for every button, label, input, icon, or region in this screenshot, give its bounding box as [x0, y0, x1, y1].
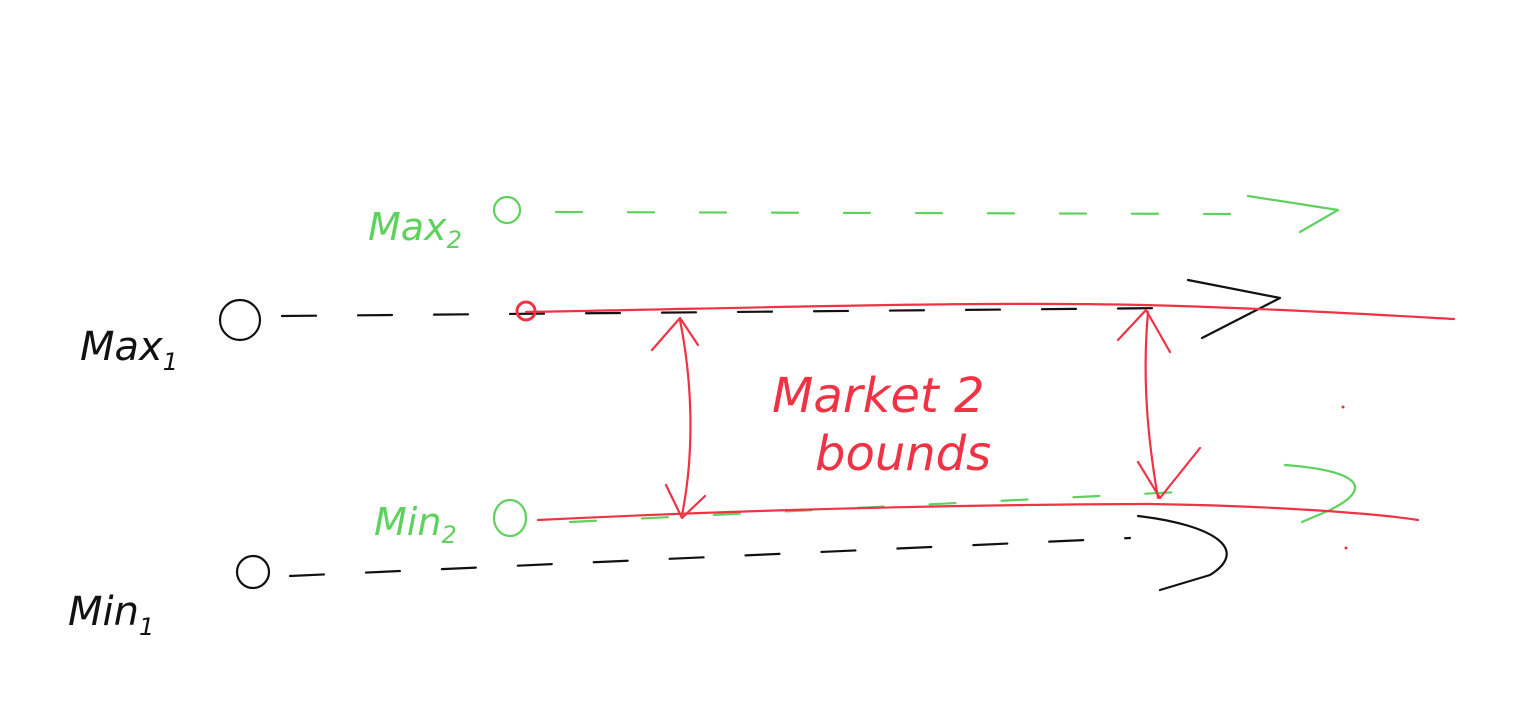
min1-dashed-line — [288, 536, 1132, 578]
left-bounds-arrow-bottom-head — [664, 483, 707, 520]
max2-dashed-line — [554, 210, 1232, 216]
bounds-annotation-line2: bounds — [815, 426, 991, 482]
right-bounds-arrow-shaft — [1144, 310, 1160, 500]
max1-start-circle — [218, 298, 262, 342]
min1-label: Min1 — [68, 589, 154, 641]
right-bounds-arrow — [1116, 308, 1202, 500]
left-bounds-arrow-shaft — [678, 318, 692, 517]
max1-label: Max1 — [80, 324, 178, 376]
max1-row: Max1 — [80, 278, 1282, 376]
max2-start-circle — [492, 195, 522, 225]
max1-arrow-head — [1186, 278, 1282, 340]
min1-start-circle — [235, 554, 271, 590]
max2-label: Max2 — [368, 205, 462, 254]
min2-start-circle — [492, 498, 528, 538]
min1-row: Min1 — [68, 514, 1228, 641]
right-bounds-arrow-bottom-head — [1136, 446, 1202, 500]
lower-bound — [536, 502, 1420, 522]
bounds-annotation-line1: Market 2 — [772, 368, 985, 424]
max1-dashed-line — [280, 306, 1177, 318]
min2-label: Min2 — [374, 500, 457, 549]
lower-bound-line — [536, 502, 1420, 522]
left-bounds-arrow — [650, 316, 707, 520]
max2-row: Max2 — [368, 194, 1340, 254]
min1-arrow-head — [1136, 514, 1228, 592]
max2-arrow-head — [1246, 194, 1340, 234]
min2-arrow-head — [1283, 463, 1356, 524]
upper-bound-line — [524, 302, 1456, 321]
left-bounds-arrow-top-head — [650, 316, 700, 352]
stray-dot — [1344, 546, 1348, 550]
stray-dot — [1341, 405, 1345, 409]
upper-bound — [515, 300, 1456, 322]
right-bounds-arrow-top-head — [1116, 308, 1172, 354]
